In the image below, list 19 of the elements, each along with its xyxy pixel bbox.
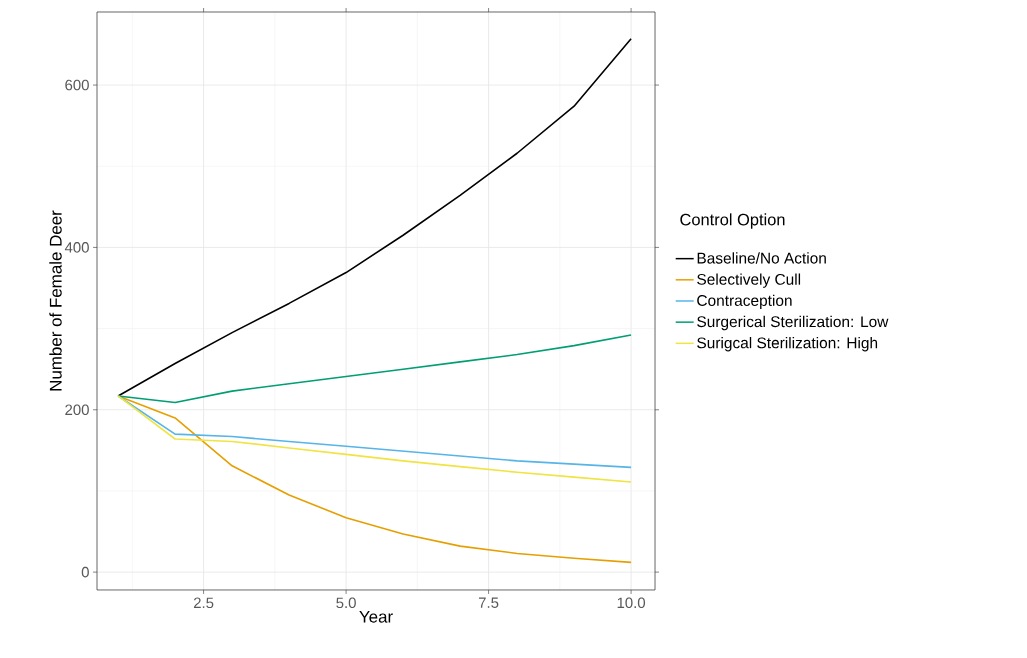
legend-label: Surgerical Sterilization: Low	[697, 315, 889, 331]
x-tick-label: 10.0	[617, 597, 646, 609]
line-series	[117, 395, 632, 483]
x-tick-label: 5.0	[336, 597, 356, 609]
legend-label: Baseline/No Action	[697, 252, 826, 264]
y-tick-label: 0	[81, 566, 89, 578]
y-tick-label: 600	[65, 79, 89, 91]
line-series	[117, 37, 632, 397]
x-axis-title: Year	[359, 610, 393, 623]
y-tick-label: 400	[64, 242, 89, 253]
legend-title: Control Option	[680, 213, 785, 229]
legend-label: Contraception	[697, 294, 792, 310]
y-tick-label: 200	[65, 404, 89, 416]
x-tick-label: 2.5	[193, 597, 214, 609]
line-series	[117, 334, 632, 404]
x-tick-label: 7.5	[478, 597, 499, 608]
legend-label: Surigcal Sterilization: High	[697, 336, 878, 352]
legend-label: Selectively Cull	[697, 273, 801, 288]
y-axis-title: Number of Female Deer	[49, 210, 62, 391]
